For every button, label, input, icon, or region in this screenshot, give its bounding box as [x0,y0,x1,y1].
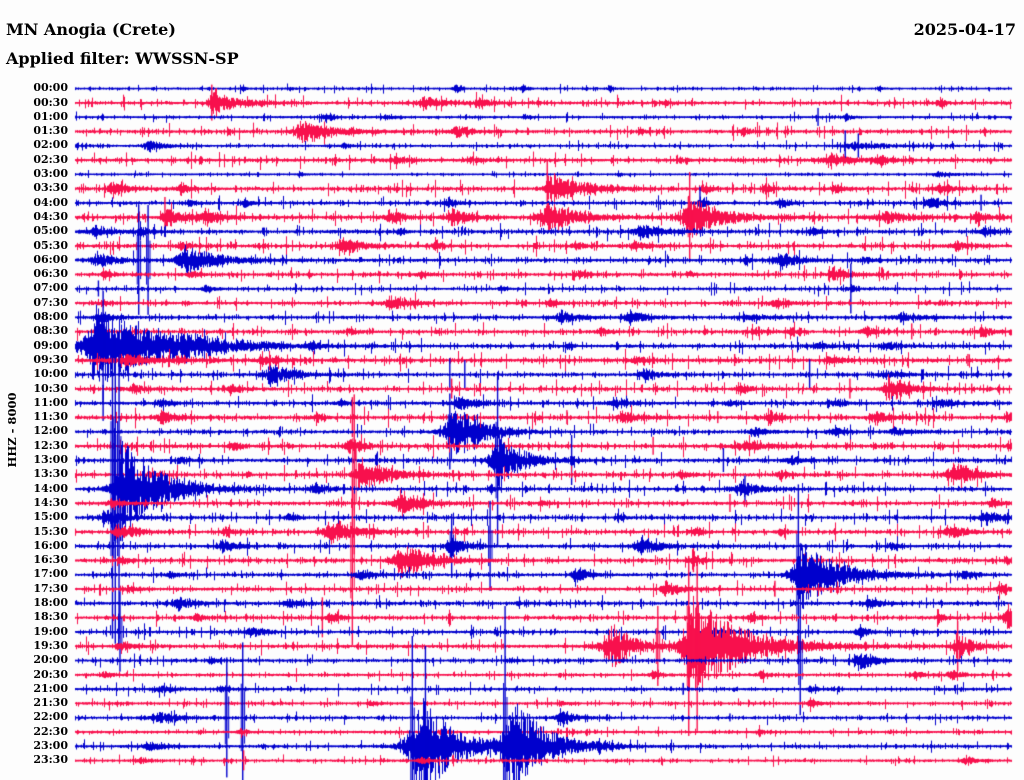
time-label: 07:30 [33,295,68,309]
time-label: 13:00 [33,453,68,467]
time-label: 22:30 [33,724,68,738]
time-label: 19:00 [33,624,68,638]
time-label: 19:30 [33,638,68,652]
time-label: 06:30 [33,267,68,281]
time-label: 12:30 [33,438,68,452]
time-label: 21:00 [33,681,68,695]
time-label: 16:00 [33,538,68,552]
time-label: 08:00 [33,310,68,324]
time-label: 09:30 [33,352,68,366]
filter-label: Applied filter: WWSSN-SP [6,49,239,68]
time-label: 15:30 [33,524,68,538]
time-label: 17:00 [33,567,68,581]
time-label: 05:00 [33,224,68,238]
time-label: 07:00 [33,281,68,295]
time-label: 20:00 [33,653,68,667]
time-label: 09:00 [33,338,68,352]
time-label: 01:30 [33,124,68,138]
time-label: 23:30 [33,753,68,767]
time-label: 03:00 [33,167,68,181]
time-label: 18:00 [33,596,68,610]
time-label: 10:30 [33,381,68,395]
time-label: 14:30 [33,495,68,509]
date-label: 2025-04-17 [913,20,1016,39]
time-label: 11:00 [33,395,68,409]
time-label: 13:30 [33,467,68,481]
time-label: 18:30 [33,610,68,624]
time-label: 00:30 [33,95,68,109]
time-label: 00:00 [33,81,68,95]
time-label: 04:30 [33,209,68,223]
time-label: 20:30 [33,667,68,681]
time-label: 05:30 [33,238,68,252]
time-label: 02:30 [33,152,68,166]
time-label: 22:00 [33,710,68,724]
time-label: 12:00 [33,424,68,438]
time-label: 23:00 [33,739,68,752]
time-label: 16:30 [33,553,68,567]
station-title: MN Anogia (Crete) [6,20,176,39]
time-label: 17:30 [33,581,68,595]
time-label: 01:00 [33,109,68,123]
time-label: 11:30 [33,410,68,424]
time-label: 21:30 [33,696,68,710]
time-label: 02:00 [33,138,68,152]
time-label: 06:00 [33,252,68,266]
time-label: 03:30 [33,181,68,195]
time-label: 08:30 [33,324,68,338]
time-label: 15:00 [33,510,68,524]
time-label: 04:00 [33,195,68,209]
time-label: 14:00 [33,481,68,495]
time-label: 10:00 [33,367,68,381]
